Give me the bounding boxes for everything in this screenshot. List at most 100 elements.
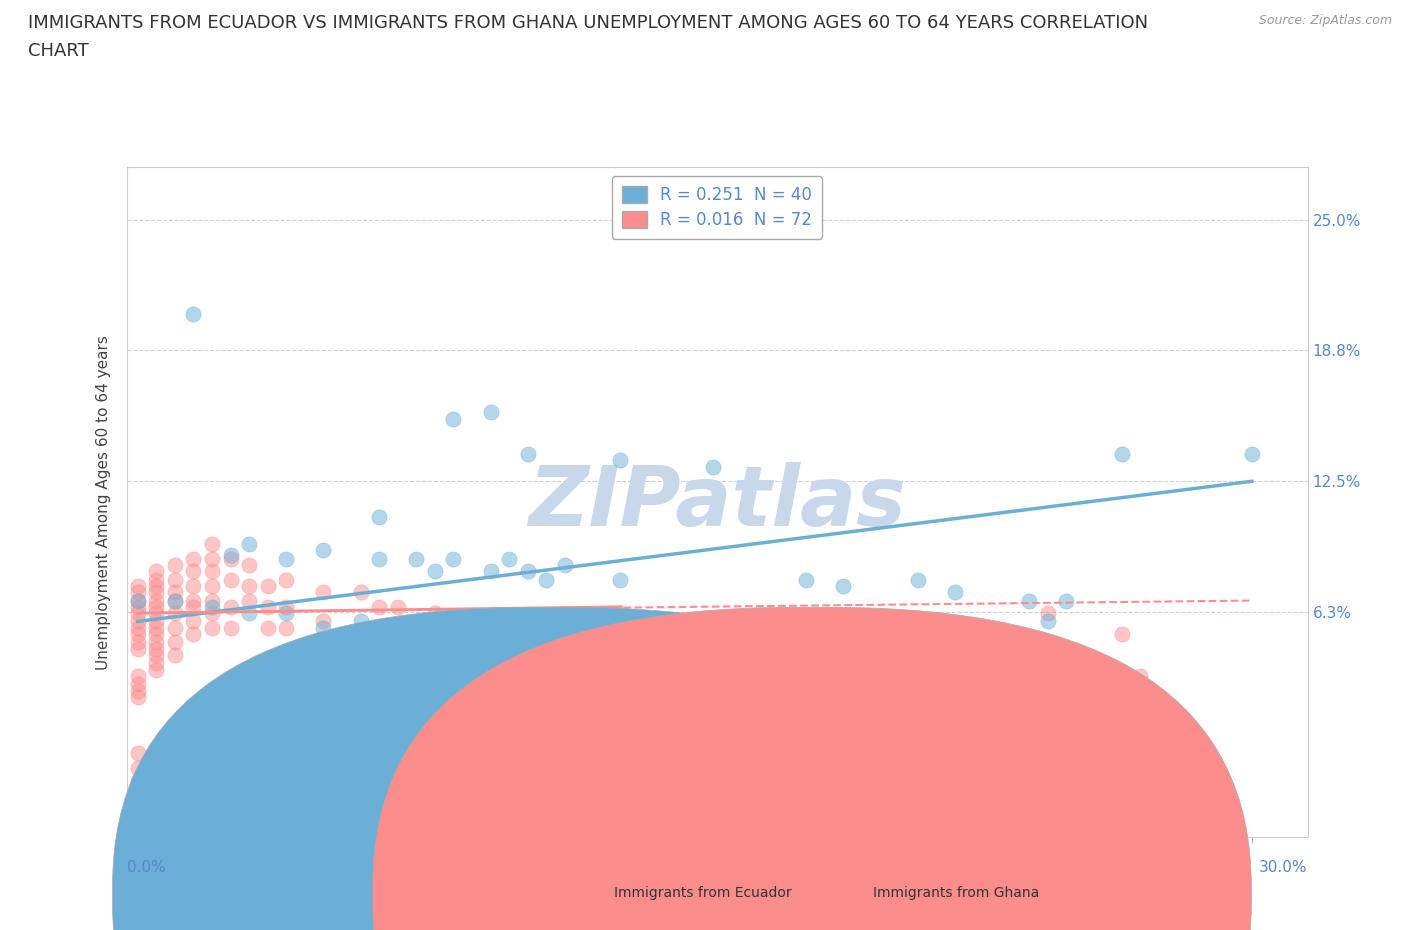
Point: [145, 620, 167, 635]
Point: [127, 600, 149, 615]
Point: [127, 605, 149, 620]
Point: [127, 788, 149, 803]
Point: [183, 627, 205, 642]
Point: [925, 642, 948, 657]
Point: [145, 627, 167, 642]
Point: [312, 773, 335, 788]
Point: [1111, 446, 1133, 461]
Point: [145, 585, 167, 600]
Point: [832, 788, 855, 803]
Point: [794, 572, 817, 587]
Point: [127, 614, 149, 629]
Point: [163, 620, 186, 635]
Point: [423, 564, 446, 578]
Point: [163, 746, 186, 761]
Point: [163, 593, 186, 608]
Point: [1111, 627, 1133, 642]
Point: [349, 614, 371, 629]
Point: [183, 600, 205, 615]
Point: [127, 761, 149, 776]
Point: [368, 510, 391, 525]
Point: [276, 620, 298, 635]
Point: [201, 578, 224, 593]
Point: [907, 572, 929, 587]
Text: CHART: CHART: [28, 42, 89, 60]
Point: [238, 593, 260, 608]
Point: [219, 788, 242, 803]
Point: [163, 558, 186, 573]
Point: [238, 803, 260, 817]
Point: [127, 746, 149, 761]
Point: [183, 614, 205, 629]
Point: [461, 620, 484, 635]
Point: [127, 669, 149, 684]
Point: [498, 551, 520, 566]
Point: [276, 572, 298, 587]
Point: [479, 405, 502, 419]
Point: [238, 578, 260, 593]
Point: [312, 585, 335, 600]
Point: [758, 614, 780, 629]
Point: [276, 551, 298, 566]
Point: [387, 635, 409, 650]
Point: [498, 788, 520, 803]
Point: [1054, 593, 1077, 608]
Point: [145, 605, 167, 620]
Point: [201, 605, 224, 620]
Point: [461, 781, 484, 796]
Point: [387, 600, 409, 615]
Point: [145, 766, 167, 781]
Point: [405, 773, 427, 788]
Point: [183, 307, 205, 322]
Point: [702, 683, 724, 698]
Text: IMMIGRANTS FROM ECUADOR VS IMMIGRANTS FROM GHANA UNEMPLOYMENT AMONG AGES 60 TO 6: IMMIGRANTS FROM ECUADOR VS IMMIGRANTS FR…: [28, 14, 1149, 32]
Point: [145, 752, 167, 767]
Point: [183, 551, 205, 566]
Point: [1036, 605, 1059, 620]
Point: [201, 537, 224, 551]
Point: [702, 788, 724, 803]
Point: [163, 647, 186, 662]
Text: ZIPatlas: ZIPatlas: [529, 461, 905, 543]
Point: [201, 564, 224, 578]
Point: [163, 593, 186, 608]
Point: [219, 620, 242, 635]
Point: [201, 773, 224, 788]
Point: [609, 605, 631, 620]
Point: [256, 578, 278, 593]
Point: [1240, 446, 1263, 461]
Point: [127, 593, 149, 608]
Point: [145, 593, 167, 608]
Point: [127, 683, 149, 698]
Point: [145, 578, 167, 593]
Point: [312, 614, 335, 629]
Point: [145, 642, 167, 657]
Point: [1129, 669, 1152, 684]
Point: [145, 572, 167, 587]
Point: [702, 459, 724, 474]
Point: [368, 600, 391, 615]
Point: [368, 551, 391, 566]
Point: [647, 781, 669, 796]
Point: [1129, 683, 1152, 698]
Point: [1018, 593, 1040, 608]
Point: [127, 677, 149, 692]
Point: [238, 558, 260, 573]
Point: [423, 605, 446, 620]
Text: 30.0%: 30.0%: [1260, 860, 1308, 875]
Point: [145, 635, 167, 650]
Point: [276, 788, 298, 803]
Point: [127, 773, 149, 788]
Point: [647, 614, 669, 629]
Point: [238, 537, 260, 551]
Point: [869, 620, 891, 635]
Point: [276, 600, 298, 615]
Point: [163, 585, 186, 600]
Point: [516, 564, 538, 578]
Point: [127, 585, 149, 600]
Point: [145, 614, 167, 629]
Point: [183, 593, 205, 608]
Point: [312, 642, 335, 657]
Point: [405, 551, 427, 566]
Point: [163, 572, 186, 587]
